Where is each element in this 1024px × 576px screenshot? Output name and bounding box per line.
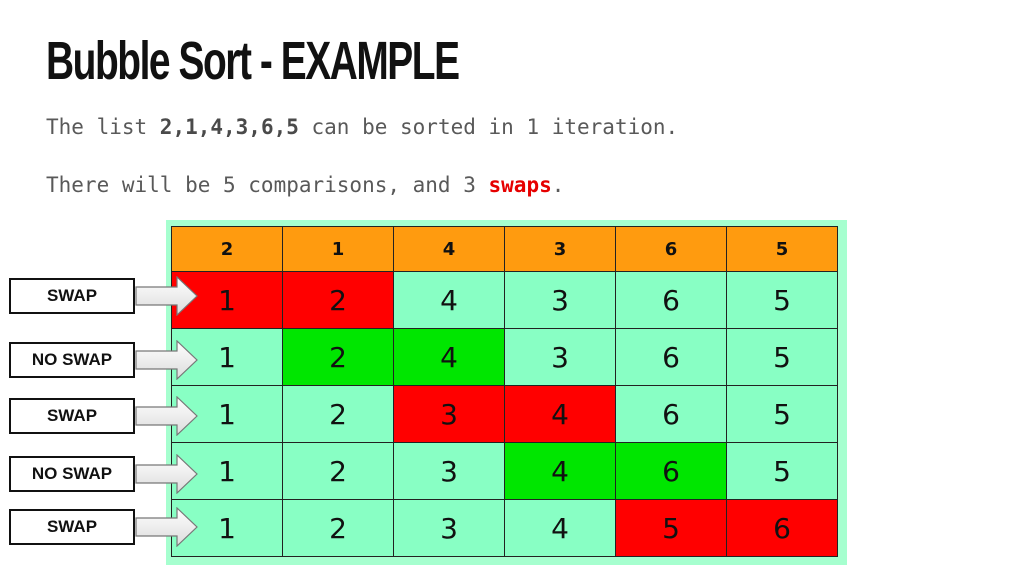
compared-cell-no-swap: 2: [282, 328, 394, 386]
table-cell: 3: [393, 442, 505, 500]
comparison-description-suffix: .: [551, 173, 565, 197]
right-arrow-icon: [135, 454, 198, 494]
table-cell: 4: [393, 271, 505, 329]
header-cell: 4: [393, 226, 505, 272]
compared-cell-swap: 5: [615, 499, 727, 557]
table-cell: 6: [615, 328, 727, 386]
right-arrow-icon: [135, 276, 198, 316]
compared-cell-swap: 3: [393, 385, 505, 443]
compared-cell-no-swap: 6: [615, 442, 727, 500]
table-cell: 6: [615, 271, 727, 329]
step-label-1: SWAP: [9, 278, 135, 314]
step-row-4: 1 2 3 4 6 5: [171, 442, 838, 500]
compared-cell-no-swap: 4: [504, 442, 616, 500]
comparison-description-prefix: There will be 5 comparisons, and 3: [46, 173, 489, 197]
step-label-5: SWAP: [9, 509, 135, 545]
compared-cell-swap: 2: [282, 271, 394, 329]
comparison-description: There will be 5 comparisons, and 3 swaps…: [46, 173, 564, 197]
bubble-sort-table: 2 1 4 3 6 5 1 2 4 3 6 5 1 2 4 3 6 5 1 2 …: [171, 226, 838, 557]
step-row-2: 1 2 4 3 6 5: [171, 328, 838, 386]
table-cell: 5: [726, 442, 838, 500]
compared-cell-swap: 4: [504, 385, 616, 443]
step-row-3: 1 2 3 4 6 5: [171, 385, 838, 443]
step-label-2: NO SWAP: [9, 342, 135, 378]
table-cell: 5: [726, 385, 838, 443]
table-cell: 3: [504, 328, 616, 386]
table-cell: 2: [282, 385, 394, 443]
compared-cell-swap: 1: [171, 271, 283, 329]
table-cell: 2: [282, 442, 394, 500]
compared-cell-no-swap: 4: [393, 328, 505, 386]
table-cell: 6: [615, 385, 727, 443]
list-description: The list 2,1,4,3,6,5 can be sorted in 1 …: [46, 115, 678, 139]
step-label-3: SWAP: [9, 398, 135, 434]
header-row: 2 1 4 3 6 5: [171, 226, 838, 272]
table-cell: 2: [282, 499, 394, 557]
slide-title: Bubble Sort - EXAMPLE: [46, 31, 460, 91]
header-cell: 5: [726, 226, 838, 272]
step-row-1: 1 2 4 3 6 5: [171, 271, 838, 329]
table-cell: 3: [393, 499, 505, 557]
header-cell: 1: [282, 226, 394, 272]
step-row-5: 1 2 3 4 5 6: [171, 499, 838, 557]
step-label-4: NO SWAP: [9, 456, 135, 492]
swaps-highlight: swaps: [488, 173, 552, 197]
table-cell: 4: [504, 499, 616, 557]
list-description-suffix: can be sorted in 1 iteration.: [298, 115, 679, 139]
list-values: 2,1,4,3,6,5: [159, 115, 299, 139]
bubble-sort-table-frame: 2 1 4 3 6 5 1 2 4 3 6 5 1 2 4 3 6 5 1 2 …: [166, 220, 847, 565]
header-cell: 6: [615, 226, 727, 272]
right-arrow-icon: [135, 396, 198, 436]
right-arrow-icon: [135, 507, 198, 547]
table-cell: 5: [726, 328, 838, 386]
compared-cell-swap: 6: [726, 499, 838, 557]
list-description-prefix: The list: [46, 115, 160, 139]
right-arrow-icon: [135, 340, 198, 380]
header-cell: 2: [171, 226, 283, 272]
header-cell: 3: [504, 226, 616, 272]
table-cell: 5: [726, 271, 838, 329]
table-cell: 3: [504, 271, 616, 329]
